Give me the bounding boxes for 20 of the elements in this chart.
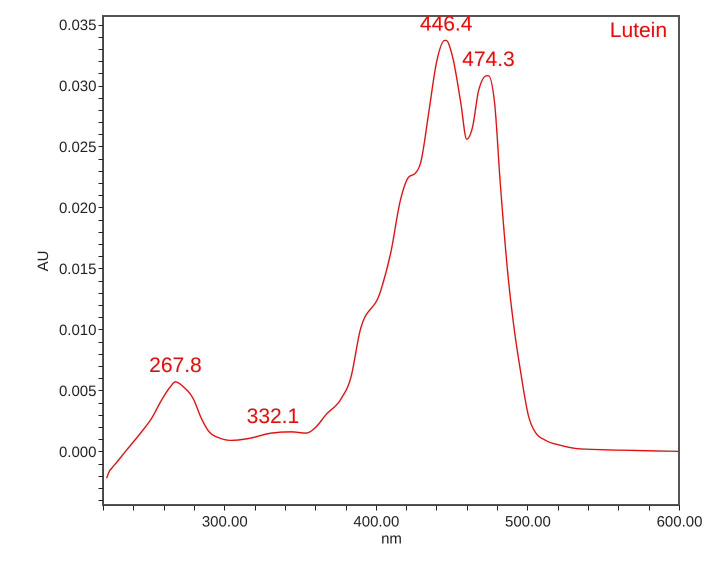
- y-tick-label: 0.010: [58, 322, 96, 339]
- annotation: 267.8: [149, 354, 202, 377]
- annotation: 446.4: [420, 12, 473, 36]
- y-tick-label: 0.025: [58, 138, 96, 156]
- x-axis-title: nm: [381, 530, 402, 548]
- y-tick-label: 0.020: [58, 200, 96, 217]
- y-tick-label: 0.015: [58, 260, 96, 278]
- x-tick-label: 500.00: [504, 514, 551, 530]
- y-tick-label: 0.030: [58, 78, 96, 96]
- y-tick-label: 0.000: [58, 444, 96, 461]
- y-axis-title: AU: [34, 250, 52, 272]
- annotation: 474.3: [462, 48, 515, 71]
- x-tick-label: 400.00: [353, 514, 400, 530]
- text: Lutein: [610, 19, 667, 42]
- x-tick-label: 300.00: [202, 514, 248, 530]
- line-series: [106, 40, 679, 479]
- y-tick-label: 0.035: [58, 17, 96, 34]
- y-tick-label: 0.005: [58, 382, 96, 400]
- annotation: 332.1: [246, 405, 300, 428]
- x-tick-label: 600.00: [656, 514, 702, 530]
